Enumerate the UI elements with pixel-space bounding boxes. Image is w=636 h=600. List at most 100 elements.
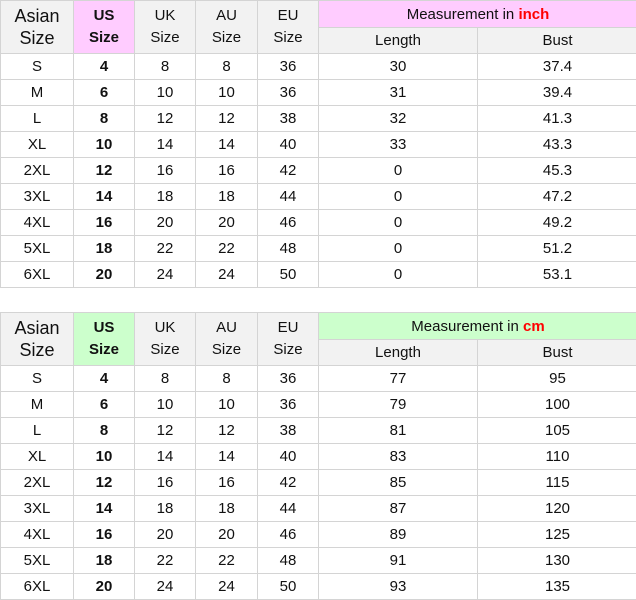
cell-au-size: 14: [196, 444, 258, 470]
cell-bust: 100: [478, 392, 636, 418]
cell-au-size: 8: [196, 54, 258, 80]
cell-length: 81: [319, 418, 478, 444]
cell-uk-size: 8: [135, 54, 196, 80]
cell-uk-size: 24: [135, 262, 196, 288]
measurement-unit: inch: [518, 6, 549, 23]
cell-eu-size: 44: [258, 184, 319, 210]
cell-au-size: 10: [196, 80, 258, 106]
header-eu-size-line1: EU: [258, 317, 318, 339]
cell-eu-size: 38: [258, 106, 319, 132]
cell-eu-size: 38: [258, 418, 319, 444]
cell-bust: 105: [478, 418, 636, 444]
cell-asian-size: 5XL: [1, 236, 74, 262]
cell-uk-size: 20: [135, 210, 196, 236]
cell-bust: 53.1: [478, 262, 636, 288]
cell-asian-size: M: [1, 80, 74, 106]
cell-au-size: 22: [196, 236, 258, 262]
cell-bust: 45.3: [478, 158, 636, 184]
cell-asian-size: XL: [1, 444, 74, 470]
cell-bust: 49.2: [478, 210, 636, 236]
cell-asian-size: 5XL: [1, 548, 74, 574]
header-bust: Bust: [478, 340, 636, 366]
cell-uk-size: 16: [135, 470, 196, 496]
cell-length: 89: [319, 522, 478, 548]
cell-au-size: 18: [196, 184, 258, 210]
cell-au-size: 10: [196, 392, 258, 418]
header-uk-size-line2: Size: [135, 27, 195, 49]
cell-eu-size: 42: [258, 158, 319, 184]
cell-eu-size: 40: [258, 444, 319, 470]
cell-uk-size: 22: [135, 236, 196, 262]
cell-us-size: 4: [74, 366, 135, 392]
cell-uk-size: 14: [135, 132, 196, 158]
measurement-unit: cm: [523, 318, 545, 335]
cell-us-size: 10: [74, 444, 135, 470]
header-uk-size-line2: Size: [135, 339, 195, 361]
measurement-label: Measurement in: [407, 6, 519, 23]
cell-asian-size: 2XL: [1, 470, 74, 496]
cell-bust: 110: [478, 444, 636, 470]
cell-length: 77: [319, 366, 478, 392]
cell-asian-size: L: [1, 106, 74, 132]
cell-us-size: 8: [74, 418, 135, 444]
cell-eu-size: 36: [258, 80, 319, 106]
cell-uk-size: 20: [135, 522, 196, 548]
cell-bust: 120: [478, 496, 636, 522]
measurement-header: Measurement in cm: [319, 313, 636, 340]
cell-uk-size: 22: [135, 548, 196, 574]
cell-length: 0: [319, 262, 478, 288]
cell-eu-size: 46: [258, 210, 319, 236]
cell-eu-size: 46: [258, 522, 319, 548]
cell-asian-size: 3XL: [1, 184, 74, 210]
cell-us-size: 14: [74, 496, 135, 522]
cell-au-size: 12: [196, 418, 258, 444]
cell-asian-size: 3XL: [1, 496, 74, 522]
cell-length: 33: [319, 132, 478, 158]
header-us-size-line2: Size: [74, 27, 134, 49]
cell-bust: 47.2: [478, 184, 636, 210]
cell-au-size: 16: [196, 470, 258, 496]
cell-eu-size: 44: [258, 496, 319, 522]
cell-us-size: 18: [74, 548, 135, 574]
cell-asian-size: 6XL: [1, 262, 74, 288]
cell-bust: 41.3: [478, 106, 636, 132]
cell-uk-size: 18: [135, 496, 196, 522]
cell-asian-size: 4XL: [1, 522, 74, 548]
cell-length: 0: [319, 210, 478, 236]
cell-length: 87: [319, 496, 478, 522]
header-us-size-line2: Size: [74, 339, 134, 361]
cell-au-size: 16: [196, 158, 258, 184]
cell-au-size: 8: [196, 366, 258, 392]
cell-eu-size: 40: [258, 132, 319, 158]
cell-bust: 95: [478, 366, 636, 392]
cell-bust: 135: [478, 574, 636, 600]
cell-uk-size: 18: [135, 184, 196, 210]
cell-us-size: 14: [74, 184, 135, 210]
cell-length: 93: [319, 574, 478, 600]
cell-bust: 39.4: [478, 80, 636, 106]
cell-asian-size: M: [1, 392, 74, 418]
cell-uk-size: 10: [135, 392, 196, 418]
cell-us-size: 12: [74, 158, 135, 184]
header-asian-size-line1: Asian: [1, 317, 73, 339]
cell-length: 91: [319, 548, 478, 574]
